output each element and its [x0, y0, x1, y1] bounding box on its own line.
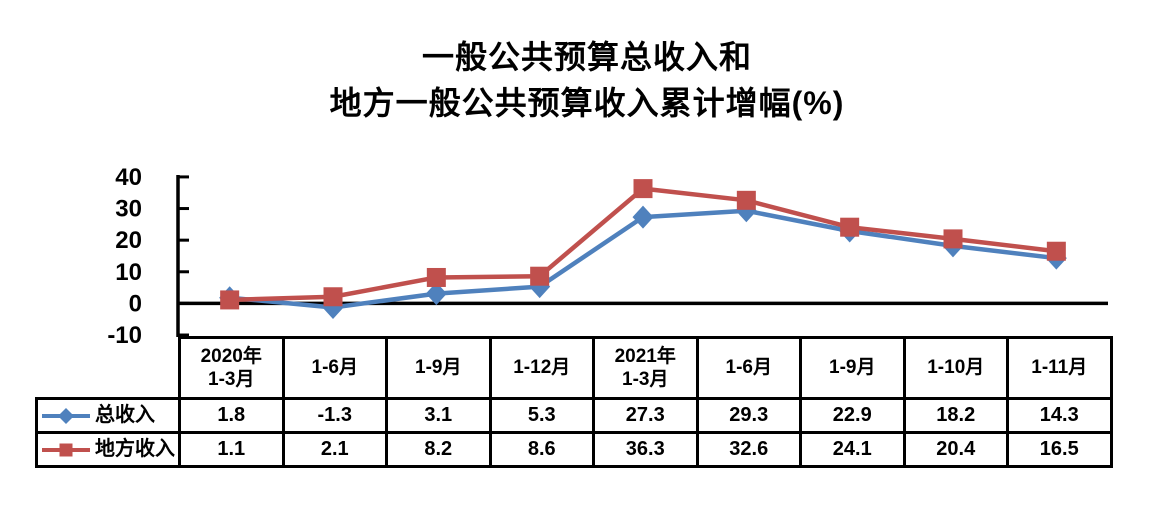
y-tick-label: 30 [115, 196, 142, 223]
square-marker [220, 290, 240, 310]
category-cell: 1-6月 [281, 336, 388, 400]
series-label-cell: 总收入 [35, 397, 181, 434]
series-line-1 [227, 186, 1059, 303]
value-cell: 14.3 [1006, 397, 1113, 434]
diamond-marker [839, 219, 861, 243]
y-tick-label: 40 [115, 164, 142, 191]
series-label-cell: 地方收入 [35, 431, 181, 468]
value-cell: 16.5 [1006, 431, 1113, 468]
category-cell: 1-9月 [385, 336, 492, 400]
diamond-marker [529, 275, 551, 299]
value-cell: 27.3 [592, 397, 699, 434]
y-tick-label: 10 [115, 259, 142, 286]
legend-spacer-cell [37, 338, 180, 399]
value-cell: -1.3 [281, 397, 388, 434]
series-row-1: 地方收入 1.1 2.1 8.2 8.6 36.3 32.6 24.1 20.4 16.5 [35, 431, 1113, 468]
value-cell: 20.4 [902, 431, 1009, 468]
series-name: 总收入 [95, 404, 155, 427]
chart-title: 一般公共预算总收入和 地方一般公共预算收入累计增幅(%) [0, 34, 1174, 126]
diamond-marker [322, 296, 344, 320]
square-marker [840, 217, 860, 237]
category-cell: 2021年 1-3月 [592, 336, 699, 400]
value-cell: 1.1 [178, 431, 285, 468]
chart-title-line2: 地方一般公共预算收入累计增幅(%) [329, 85, 845, 121]
square-marker [323, 287, 343, 307]
square-marker [1046, 241, 1066, 261]
diamond-marker [942, 234, 964, 258]
value-cell: 18.2 [902, 397, 1009, 434]
series-line-0 [227, 208, 1059, 310]
diamond-marker [1045, 246, 1067, 270]
value-cell: 22.9 [799, 397, 906, 434]
diamond-marker-icon [42, 408, 90, 425]
series-name: 地方收入 [95, 438, 175, 461]
category-cell: 1-10月 [902, 336, 1009, 400]
y-tick-label: 20 [115, 227, 142, 254]
diamond-marker [632, 205, 654, 229]
value-cell: 3.1 [385, 397, 492, 434]
category-cell: 1-6月 [695, 336, 802, 400]
value-cell: 1.8 [178, 397, 285, 434]
y-tick-label: 0 [129, 290, 142, 317]
category-cell: 2020年 1-3月 [178, 336, 285, 400]
data-table: 2020年 1-3月 1-6月 1-9月 1-12月 2021年 1-3月 1-6月 1-9… [35, 336, 1113, 468]
square-marker-icon [42, 443, 90, 457]
chart-title-line1: 一般公共预算总收入和 [421, 39, 752, 75]
category-cell: 1-11月 [1006, 336, 1113, 400]
diamond-marker [219, 286, 241, 310]
value-cell: 2.1 [281, 431, 388, 468]
value-cell: 29.3 [695, 397, 802, 434]
square-marker [426, 267, 446, 287]
table-header-row: 2020年 1-3月 1-6月 1-9月 1-12月 2021年 1-3月 1-6月 1-9… [37, 336, 1113, 400]
diamond-marker [735, 199, 757, 223]
square-marker [633, 179, 653, 199]
square-marker [943, 229, 963, 249]
value-cell: 8.2 [385, 431, 492, 468]
category-cell: 1-9月 [799, 336, 906, 400]
square-marker [736, 190, 756, 210]
value-cell: 5.3 [488, 397, 595, 434]
category-cell: 1-12月 [488, 336, 595, 400]
value-cell: 24.1 [799, 431, 906, 468]
series-row-0: 总收入 1.8 -1.3 3.1 5.3 27.3 29.3 22.9 18.2 14.3 [35, 397, 1113, 434]
value-cell: 36.3 [592, 431, 699, 468]
square-marker [530, 266, 550, 286]
value-cell: 32.6 [695, 431, 802, 468]
diamond-marker [425, 282, 447, 306]
value-cell: 8.6 [488, 431, 595, 468]
